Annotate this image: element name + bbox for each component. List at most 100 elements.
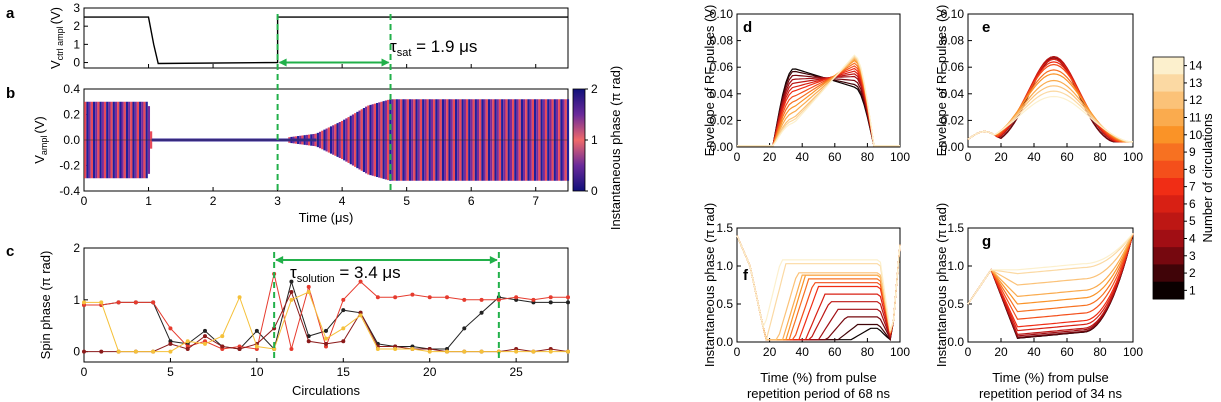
y-tick-label: 0.08	[710, 34, 734, 48]
spin-phase-point	[548, 295, 553, 300]
panel-f: 0 20 40 60 80 100 1.5 1.0 0.5 0.0 f Instantaneous p…	[702, 203, 910, 401]
tau-sat-value: = 1.9 μs	[411, 37, 477, 56]
x-tick-label: 80	[861, 150, 875, 164]
panel-label-a: a	[6, 5, 15, 22]
colorbar-cell	[1153, 108, 1184, 127]
y-axis-label: Instantaneous phase (π rad)	[934, 203, 949, 367]
panel-label-b: b	[6, 85, 15, 102]
ctrl-ampl-trace	[84, 16, 568, 65]
x-tick-label: 5	[403, 194, 410, 208]
spin-phase-point	[237, 295, 242, 300]
phase-curve	[967, 232, 1134, 305]
colorbar-cell	[1153, 91, 1184, 110]
colorbar-cell	[1153, 74, 1184, 93]
x-tick-label: 4	[339, 194, 346, 208]
y-tick-label: 0.5	[716, 297, 733, 311]
y-tick-label: -0.2	[59, 159, 80, 173]
colorbar-label: Number of circulations	[1200, 113, 1215, 243]
y-tick-label: 0.4	[63, 82, 80, 96]
spin-phase-point	[203, 341, 207, 346]
phase-curve	[967, 232, 1134, 305]
spin-phase-point	[341, 308, 346, 313]
envelope-curve	[967, 63, 1133, 143]
spin-phase-point	[514, 349, 519, 354]
x-tick-label: 0	[965, 345, 972, 359]
envelope-curve	[737, 55, 900, 147]
envelope-curve	[737, 57, 900, 147]
colorbar-cell	[1153, 264, 1184, 283]
x-tick-label: 80	[1093, 345, 1107, 359]
tau-sat-sub: sat	[397, 47, 412, 59]
spin-phase-point	[237, 347, 242, 352]
phase-curve	[967, 233, 1134, 320]
x-tick-label: 1	[145, 194, 152, 208]
spin-phase-point	[151, 349, 156, 354]
spin-phase-point	[393, 347, 398, 352]
x-tick-label: 20	[763, 345, 777, 359]
x-tick-label: 60	[828, 150, 842, 164]
colorbar-tick-label: 2	[1189, 266, 1196, 280]
spin-phase-point	[116, 349, 121, 354]
x-tick-label: 20	[763, 150, 777, 164]
colorbar-tick-label: 7	[1189, 180, 1196, 194]
colorbar-cell	[1153, 160, 1184, 179]
x-tick-label: 0	[734, 345, 741, 359]
x-tick-label: 2	[210, 194, 217, 208]
y-label-main: V	[48, 60, 63, 69]
x-tick-label: 80	[861, 345, 875, 359]
spin-phase-point	[82, 349, 86, 354]
envelope-curve	[967, 58, 1133, 143]
y-label-unit: (V)	[32, 116, 47, 133]
envelope-curve	[967, 55, 1133, 143]
spin-phase-point	[254, 344, 259, 349]
x-tick-label: 20	[994, 345, 1008, 359]
panel-label-f: f	[743, 267, 749, 284]
y-label-unit: (V)	[48, 7, 63, 24]
x-tick-label: 40	[796, 345, 810, 359]
x-axis-label: Time (μs)	[299, 210, 354, 225]
colorbar-tick-label: 8	[1189, 162, 1196, 176]
colorbar-label: Instantaneous phase (π rad)	[608, 66, 623, 230]
spin-phase-point	[462, 349, 467, 354]
spin-phase-point	[410, 347, 415, 352]
colorbar-tick-label: 5	[1189, 214, 1196, 228]
spin-phase-point	[427, 295, 432, 300]
spin-phase-point	[375, 347, 380, 352]
phase-colorbar	[572, 88, 586, 192]
colorbar-tick-label: 14	[1189, 59, 1203, 73]
x-tick-label: 100	[890, 150, 910, 164]
colorbar-tick-label: 2	[591, 82, 598, 96]
spin-phase-point	[479, 349, 484, 354]
x-tick-label: 80	[1093, 150, 1107, 164]
spin-phase-point	[462, 326, 467, 331]
y-tick-label: 0	[73, 56, 80, 70]
colorbar-cell	[1153, 178, 1184, 196]
phase-curve	[967, 233, 1134, 339]
phase-curve	[736, 235, 901, 331]
arrow-head-left	[278, 58, 287, 67]
tau-sat-label: τsat = 1.9 μs	[390, 37, 477, 59]
spin-phase-point	[496, 297, 501, 302]
y-tick-label: 0.10	[941, 7, 965, 21]
spin-phase-point	[289, 279, 294, 284]
spin-phase-point	[358, 313, 363, 318]
colorbar-cell	[1153, 212, 1184, 231]
y-axis-label: Vampl (V)	[32, 116, 49, 164]
tau-solution-sub: solution	[297, 273, 335, 285]
arrow-head-right	[381, 58, 390, 67]
phase-curve	[967, 233, 1134, 337]
spin-phase-point	[341, 326, 346, 331]
panel-b: 0 1 2 3 4 5 6 7 0.4 0.2 0.0 -0.2 -0.4 b Time (μs) Vampl…	[6, 14, 623, 230]
y-tick-label: 2	[73, 241, 80, 255]
y-tick-label: 0.00	[941, 140, 965, 154]
x-tick-label: 7	[532, 194, 539, 208]
tau-sat-symbol: τ	[390, 37, 397, 56]
plot-frame	[967, 13, 1134, 148]
x-tick-label: 40	[1027, 345, 1041, 359]
colorbar-cell	[1153, 57, 1184, 75]
y-tick-label: 1.5	[947, 221, 964, 235]
spin-phase-point	[99, 349, 104, 354]
x-tick-label: 60	[1060, 345, 1074, 359]
spin-phase-point	[185, 347, 190, 352]
phase-curve	[967, 233, 1134, 328]
